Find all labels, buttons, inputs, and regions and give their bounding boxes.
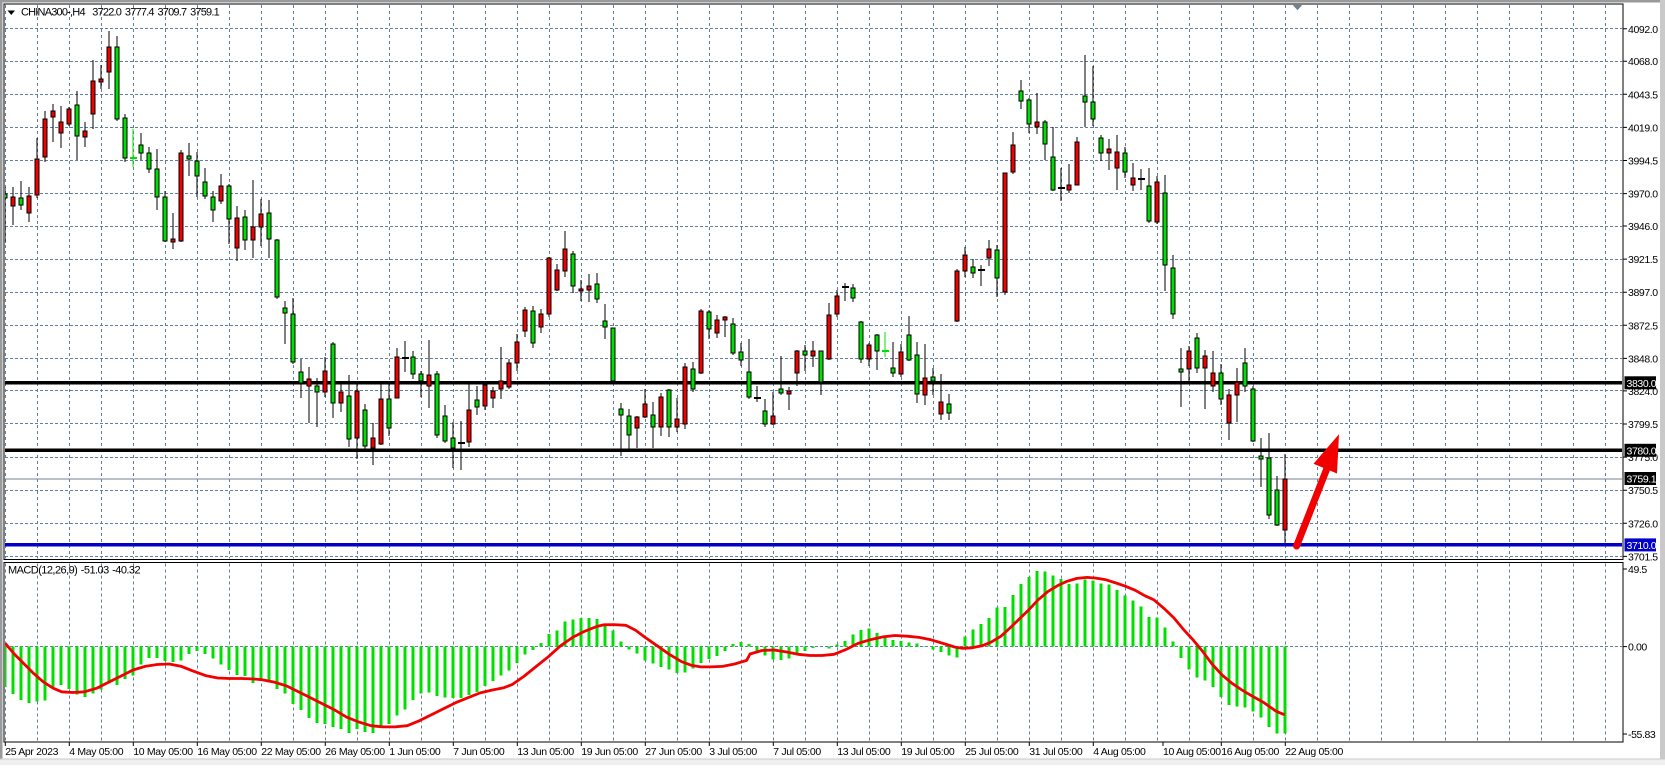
svg-text:3994.5: 3994.5 [1628, 156, 1658, 168]
svg-text:3946.0: 3946.0 [1628, 221, 1658, 233]
svg-text:13 Jun 05:00: 13 Jun 05:00 [517, 746, 574, 758]
svg-text:13 Jul 05:00: 13 Jul 05:00 [837, 746, 891, 758]
svg-text:4019.0: 4019.0 [1628, 122, 1658, 134]
svg-text:7 Jun 05:00: 7 Jun 05:00 [453, 746, 505, 758]
svg-text:3 Jul 05:00: 3 Jul 05:00 [709, 746, 757, 758]
svg-text:4043.5: 4043.5 [1628, 89, 1658, 101]
svg-text:3872.5: 3872.5 [1628, 320, 1658, 332]
svg-text:MACD(12,26,9) -51.03 -40.32: MACD(12,26,9) -51.03 -40.32 [8, 565, 140, 577]
svg-text:26 May 05:00: 26 May 05:00 [325, 746, 385, 758]
svg-text:4068.0: 4068.0 [1628, 56, 1658, 68]
svg-text:4092.0: 4092.0 [1628, 24, 1658, 36]
svg-text:25 Apr 2023: 25 Apr 2023 [5, 746, 58, 758]
svg-text:10 May 05:00: 10 May 05:00 [133, 746, 193, 758]
svg-text:7 Jul 05:00: 7 Jul 05:00 [773, 746, 821, 758]
svg-text:49.5: 49.5 [1628, 564, 1647, 576]
svg-text:3830.0: 3830.0 [1627, 378, 1657, 390]
svg-text:4 May 05:00: 4 May 05:00 [69, 746, 123, 758]
svg-text:3759.1: 3759.1 [1627, 474, 1657, 486]
svg-text:3799.5: 3799.5 [1628, 419, 1658, 431]
svg-text:19 Jul 05:00: 19 Jul 05:00 [901, 746, 955, 758]
svg-text:16 May 05:00: 16 May 05:00 [197, 746, 257, 758]
svg-text:3726.0: 3726.0 [1628, 518, 1658, 530]
svg-text:19 Jun 05:00: 19 Jun 05:00 [581, 746, 638, 758]
svg-text:3897.0: 3897.0 [1628, 287, 1658, 299]
svg-text:3710.0: 3710.0 [1627, 540, 1657, 552]
svg-text:16 Aug 05:00: 16 Aug 05:00 [1221, 746, 1279, 758]
svg-text:-55.83: -55.83 [1628, 729, 1656, 741]
svg-text:3701.5: 3701.5 [1628, 551, 1658, 563]
svg-text:22 May 05:00: 22 May 05:00 [261, 746, 321, 758]
svg-text:4 Aug 05:00: 4 Aug 05:00 [1093, 746, 1146, 758]
svg-text:25 Jul 05:00: 25 Jul 05:00 [965, 746, 1019, 758]
svg-text:3970.0: 3970.0 [1628, 189, 1658, 201]
svg-text:3780.0: 3780.0 [1627, 445, 1657, 457]
svg-text:10 Aug 05:00: 10 Aug 05:00 [1163, 746, 1221, 758]
svg-text:CHINA300-,H4 3722.0 3777.4 37: CHINA300-,H4 3722.0 3777.4 3709.7 3759.1 [21, 7, 220, 19]
svg-text:31 Jul 05:00: 31 Jul 05:00 [1029, 746, 1083, 758]
svg-text:1 Jun 05:00: 1 Jun 05:00 [389, 746, 441, 758]
svg-text:3848.0: 3848.0 [1628, 353, 1658, 365]
svg-text:0.00: 0.00 [1628, 642, 1647, 654]
svg-text:3750.5: 3750.5 [1628, 485, 1658, 497]
svg-text:3921.5: 3921.5 [1628, 254, 1658, 266]
svg-text:27 Jun 05:00: 27 Jun 05:00 [645, 746, 702, 758]
svg-text:22 Aug 05:00: 22 Aug 05:00 [1285, 746, 1343, 758]
